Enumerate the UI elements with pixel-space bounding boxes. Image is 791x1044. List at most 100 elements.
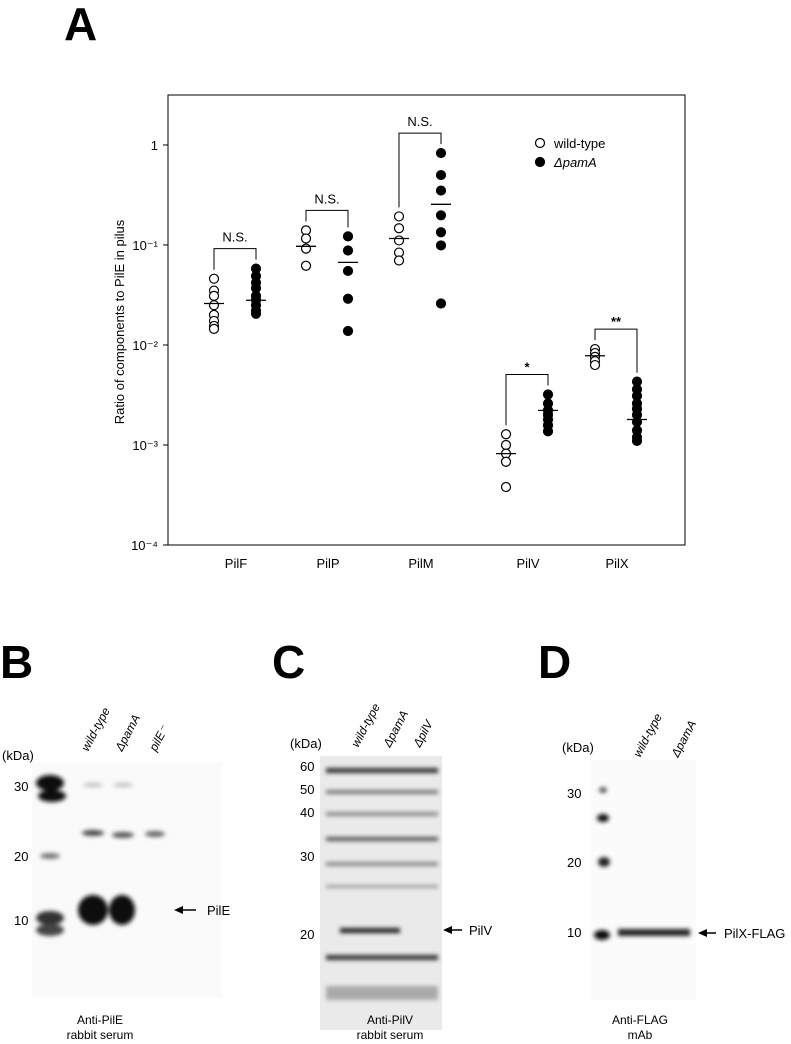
marker-label: 10 bbox=[14, 913, 28, 928]
significance-bracket bbox=[305, 209, 349, 228]
lane-label: ΔpilV bbox=[410, 717, 436, 750]
data-point bbox=[435, 240, 447, 251]
lane-label: ΔpamA bbox=[668, 718, 699, 760]
marker-label: 10 bbox=[567, 925, 581, 940]
marker-label: 30 bbox=[567, 786, 581, 801]
marker-label: 20 bbox=[14, 849, 28, 864]
data-point bbox=[208, 290, 220, 301]
caption: Anti-PilV bbox=[367, 1013, 413, 1027]
y-tick-label: 10⁻¹ bbox=[132, 238, 158, 253]
data-point bbox=[393, 235, 405, 246]
data-point bbox=[435, 227, 447, 238]
lane-label: ΔpamA bbox=[380, 708, 411, 750]
data-point bbox=[342, 245, 354, 256]
significance-label: N.S. bbox=[314, 191, 339, 206]
y-tick-label: 10⁻⁴ bbox=[131, 538, 158, 553]
caption: Anti-FLAG bbox=[612, 1013, 668, 1027]
arrow-head bbox=[698, 929, 707, 937]
data-point bbox=[208, 323, 220, 334]
significance-bracket bbox=[213, 248, 257, 270]
y-tick-label: 10⁻² bbox=[132, 338, 158, 353]
blot-bands bbox=[326, 768, 438, 1000]
data-point bbox=[393, 223, 405, 234]
data-point bbox=[542, 426, 554, 437]
marker-label: 20 bbox=[300, 927, 314, 942]
data-point bbox=[342, 265, 354, 277]
data-point bbox=[542, 389, 554, 400]
significance-label: N.S. bbox=[222, 230, 247, 245]
marker-label: 60 bbox=[300, 759, 314, 774]
lane-label: wild-type bbox=[78, 705, 113, 754]
data-point bbox=[393, 211, 405, 222]
kda-label: (kDa) bbox=[2, 748, 34, 763]
data-point bbox=[300, 243, 312, 254]
x-tick-label: PilV bbox=[516, 556, 539, 571]
caption: mAb bbox=[628, 1028, 653, 1042]
marker-label: 40 bbox=[300, 805, 314, 820]
x-tick-label: PilX bbox=[605, 556, 628, 571]
plot-frame bbox=[167, 94, 686, 546]
kda-label: (kDa) bbox=[290, 736, 322, 751]
significance-label: * bbox=[524, 359, 530, 374]
x-tick-label: PilM bbox=[408, 556, 433, 571]
significance-bracket bbox=[505, 373, 549, 426]
panel-letter: D bbox=[538, 636, 571, 688]
x-tick-label: PilF bbox=[225, 556, 247, 571]
significance-bracket bbox=[398, 132, 442, 208]
lane-label: wild-type bbox=[348, 701, 383, 750]
lane-label: wild-type bbox=[630, 711, 665, 760]
marker-label: 30 bbox=[300, 849, 314, 864]
legend-label: wild-type bbox=[553, 136, 605, 151]
legend-marker bbox=[534, 137, 546, 149]
marker-label: 20 bbox=[567, 855, 581, 870]
significance-label: ** bbox=[611, 314, 622, 329]
blot-panel-c: C (kDa) 60 50 40 30 20 wild-type ΔpamA Δ… bbox=[272, 636, 492, 1042]
target-label: PilE bbox=[207, 903, 230, 918]
y-tick-label: 1 bbox=[151, 138, 158, 153]
caption: Anti-PilE bbox=[77, 1013, 123, 1027]
x-tick-label: PilP bbox=[316, 556, 339, 571]
data-point bbox=[589, 359, 601, 371]
arrow-head bbox=[174, 906, 183, 914]
arrow-head bbox=[443, 926, 452, 934]
data-point bbox=[342, 293, 354, 304]
y-axis-label: Ratio of components to PilE in pilus bbox=[112, 219, 127, 424]
data-point bbox=[435, 169, 447, 181]
blot-bands bbox=[594, 787, 690, 940]
blot-membrane bbox=[32, 762, 222, 998]
data-point bbox=[300, 233, 312, 244]
lane-label: ΔpamA bbox=[112, 712, 143, 754]
caption: rabbit serum bbox=[67, 1028, 134, 1042]
significance-bracket bbox=[594, 328, 638, 373]
data-point bbox=[631, 416, 643, 428]
data-point bbox=[435, 147, 447, 159]
data-point bbox=[500, 439, 512, 451]
caption: rabbit serum bbox=[357, 1028, 424, 1042]
kda-label: (kDa) bbox=[562, 740, 594, 755]
blot-membrane bbox=[320, 756, 442, 1030]
data-point bbox=[435, 185, 447, 196]
lane-label: pilE⁻ bbox=[146, 722, 172, 754]
data-point bbox=[435, 298, 447, 309]
data-point bbox=[393, 255, 405, 266]
data-point bbox=[631, 435, 643, 446]
blot-membrane bbox=[590, 760, 696, 1000]
panel-letter: C bbox=[272, 636, 305, 688]
target-label: PilV bbox=[469, 923, 492, 938]
marker-label: 30 bbox=[14, 779, 28, 794]
legend-marker bbox=[534, 156, 546, 168]
y-tick-label: 10⁻³ bbox=[132, 438, 158, 453]
data-point bbox=[300, 260, 312, 271]
target-label: PilX-FLAG bbox=[724, 926, 785, 941]
legend-label: ΔpamA bbox=[553, 155, 597, 170]
marker-label: 50 bbox=[300, 782, 314, 797]
panel-letter: A bbox=[64, 0, 97, 50]
data-point bbox=[342, 325, 354, 337]
data-point bbox=[208, 300, 220, 311]
blot-bands bbox=[36, 775, 165, 936]
data-point bbox=[500, 456, 512, 467]
panel-letter: B bbox=[0, 636, 33, 688]
data-point bbox=[435, 210, 447, 221]
data-point bbox=[342, 231, 354, 242]
